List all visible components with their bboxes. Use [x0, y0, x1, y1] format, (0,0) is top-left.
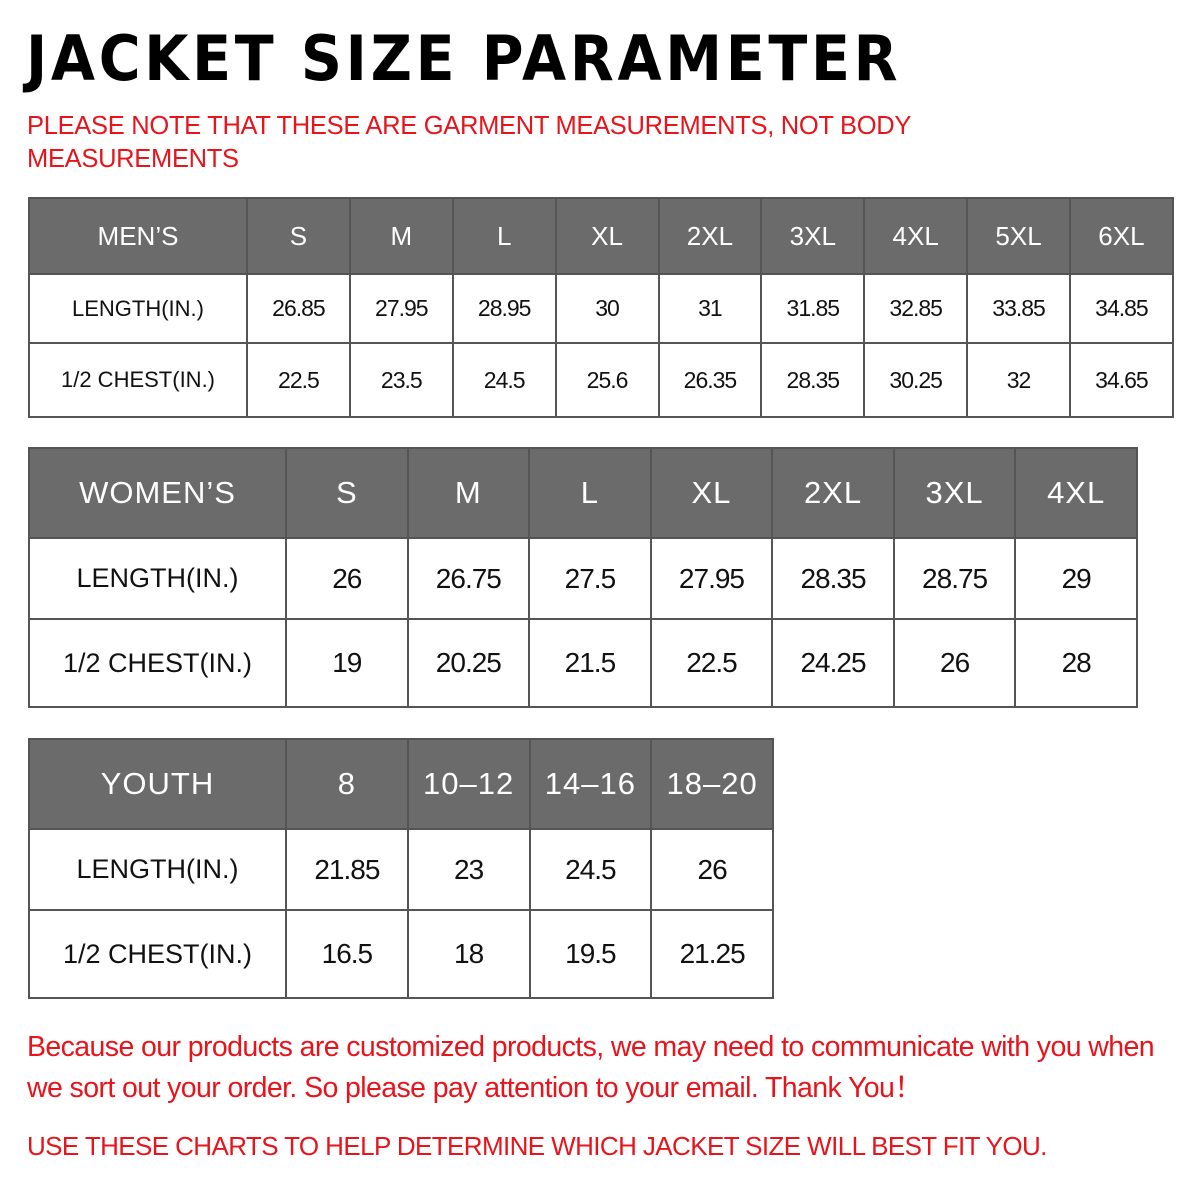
measurement-note: PLEASE NOTE THAT THESE ARE GARMENT MEASU… [27, 112, 911, 173]
row-label: LENGTH(IN.) [28, 537, 287, 620]
size-header: M [348, 197, 454, 275]
measurement-cell: 28.35 [771, 537, 895, 620]
measurement-cell: 21.5 [528, 618, 652, 708]
size-header: L [528, 447, 652, 539]
header-row: WOMEN’S S M L XL 2XL 3XL 4XL [28, 447, 1138, 539]
measurement-cell: 28.75 [892, 537, 1017, 620]
measurement-cell: 24.5 [528, 828, 653, 911]
size-header: 8 [285, 738, 409, 830]
measurement-cell: 26 [285, 537, 409, 620]
category-header: WOMEN’S [28, 447, 287, 539]
row-label: 1/2 CHEST(IN.) [28, 342, 248, 418]
chest-row: 1/2 CHEST(IN.) 19 20.25 21.5 22.5 24.25 26 28 [28, 618, 1138, 708]
measurement-cell: 19.5 [528, 909, 653, 999]
measurement-cell: 30.25 [863, 342, 969, 418]
measurement-cell: 27.95 [348, 273, 454, 344]
womens-size-table: WOMEN’S S M L XL 2XL 3XL 4XL LENGTH(IN.) 26 26.75 2… [28, 447, 1138, 708]
measurement-cell: 22.5 [649, 618, 774, 708]
size-header: L [451, 197, 557, 275]
measurement-cell: 18 [406, 909, 531, 999]
measurement-cell: 27.5 [528, 537, 652, 620]
row-label: LENGTH(IN.) [28, 828, 287, 911]
category-header: YOUTH [28, 738, 287, 830]
measurement-cell: 31.85 [760, 273, 866, 344]
header-row: MEN’S S M L XL 2XL 3XL 4XL 5XL 6XL [28, 197, 1174, 275]
chest-row: 1/2 CHEST(IN.) 16.5 18 19.5 21.25 [28, 909, 774, 999]
size-header: XL [649, 447, 774, 539]
length-row: LENGTH(IN.) 26.85 27.95 28.95 30 31 31.85 32.85… [28, 273, 1174, 344]
page-title: JACKET SIZE PARAMETER [26, 22, 902, 95]
measurement-cell: 34.85 [1069, 273, 1174, 344]
measurement-cell: 21.25 [650, 909, 774, 999]
measurement-cell: 26 [892, 618, 1017, 708]
measurement-cell: 29 [1014, 537, 1138, 620]
measurement-cell: 28.95 [451, 273, 557, 344]
size-header: M [406, 447, 531, 539]
size-header: S [285, 447, 409, 539]
size-header: 6XL [1069, 197, 1174, 275]
measurement-cell: 19 [285, 618, 409, 708]
measurement-cell: 23.5 [348, 342, 454, 418]
length-row: LENGTH(IN.) 21.85 23 24.5 26 [28, 828, 774, 911]
measurement-cell: 22.5 [246, 342, 351, 418]
row-label: 1/2 CHEST(IN.) [28, 618, 287, 708]
length-row: LENGTH(IN.) 26 26.75 27.5 27.95 28.35 28.75 29 [28, 537, 1138, 620]
size-header: 2XL [657, 197, 763, 275]
row-label: LENGTH(IN.) [28, 273, 248, 344]
measurement-cell: 25.6 [554, 342, 660, 418]
measurement-cell: 21.85 [285, 828, 409, 911]
size-header: 3XL [892, 447, 1017, 539]
measurement-cell: 24.5 [451, 342, 557, 418]
measurement-cell: 26.75 [406, 537, 531, 620]
measurement-cell: 32 [966, 342, 1071, 418]
size-header: 3XL [760, 197, 866, 275]
measurement-cell: 23 [406, 828, 531, 911]
measurement-cell: 27.95 [649, 537, 774, 620]
measurement-cell: 26.85 [246, 273, 351, 344]
chest-row: 1/2 CHEST(IN.) 22.5 23.5 24.5 25.6 26.35 28.35… [28, 342, 1174, 418]
measurement-cell: 20.25 [406, 618, 531, 708]
measurement-cell: 33.85 [966, 273, 1071, 344]
mens-size-table: MEN’S S M L XL 2XL 3XL 4XL 5XL 6XL LENGTH(IN.) 26.8… [28, 197, 1174, 418]
measurement-cell: 30 [554, 273, 660, 344]
size-header: 4XL [863, 197, 969, 275]
size-header: S [246, 197, 351, 275]
measurement-cell: 24.25 [771, 618, 895, 708]
measurement-cell: 28 [1014, 618, 1138, 708]
measurement-cell: 28.35 [760, 342, 866, 418]
measurement-cell: 26 [650, 828, 774, 911]
size-header: 14–16 [528, 738, 653, 830]
header-row: YOUTH 8 10–12 14–16 18–20 [28, 738, 774, 830]
size-header: 4XL [1014, 447, 1138, 539]
youth-size-table: YOUTH 8 10–12 14–16 18–20 LENGTH(IN.) 21.85 23 2… [28, 738, 774, 999]
size-header: XL [554, 197, 660, 275]
category-header: MEN’S [28, 197, 248, 275]
measurement-cell: 16.5 [285, 909, 409, 999]
fit-advice: USE THESE CHARTS TO HELP DETERMINE WHICH… [27, 1131, 1047, 1161]
customization-message: Because our products are customized prod… [27, 1031, 1155, 1104]
size-header: 18–20 [650, 738, 774, 830]
measurement-cell: 34.65 [1069, 342, 1174, 418]
size-header: 5XL [966, 197, 1071, 275]
measurement-cell: 26.35 [657, 342, 763, 418]
row-label: 1/2 CHEST(IN.) [28, 909, 287, 999]
size-header: 10–12 [406, 738, 531, 830]
measurement-cell: 32.85 [863, 273, 969, 344]
measurement-cell: 31 [657, 273, 763, 344]
size-header: 2XL [771, 447, 895, 539]
